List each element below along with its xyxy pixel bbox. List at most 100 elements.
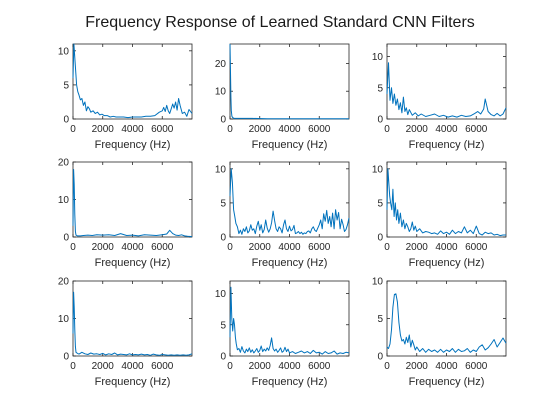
series-line [229,286,350,355]
x-tick-label: 6000 [151,242,174,253]
x-tick-label: 2000 [406,242,429,253]
subplot-4: 0 2000 4000 6000 0 10 20 Frequency (Hz) [58,158,193,269]
axes-frame [72,161,193,238]
x-tick-label: 4000 [278,242,301,253]
y-tick-label: 0 [63,352,69,363]
subplot-1: 0 2000 4000 6000 0 5 10 Frequency (Hz) [58,43,193,151]
x-tick-label: 4000 [121,361,144,372]
axes-frame [229,161,350,238]
axes-frame [229,280,350,357]
y-tick-label: 10 [372,164,384,175]
y-tick-label: 10 [372,52,384,63]
subplot-5: 0 2000 4000 6000 0 5 10 Frequency (Hz) [215,161,350,269]
series-line [229,43,349,120]
x-tick-label: 6000 [465,124,488,135]
y-tick-label: 10 [58,46,70,57]
x-tick-label: 6000 [465,361,488,372]
subplot-8: 0 2000 4000 6000 0 5 10 Frequency (Hz) [215,280,350,388]
y-tick-label: 10 [215,164,227,175]
x-tick-label: 6000 [151,361,174,372]
x-axis-label: Frequency (Hz) [409,257,485,269]
subplot-6: 0 2000 4000 6000 0 5 10 Frequency (Hz) [372,161,507,269]
series-line [386,293,507,353]
y-tick-label: 0 [220,115,226,126]
y-tick-label: 10 [58,195,70,206]
x-tick-label: 4000 [435,361,458,372]
x-tick-label: 2000 [92,124,115,135]
y-tick-label: 10 [58,314,70,325]
x-tick-label: 0 [70,124,76,135]
series-line [386,168,506,237]
x-axis-label: Frequency (Hz) [252,139,328,151]
y-tick-label: 20 [58,277,70,288]
figure-title: Frequency Response of Learned Standard C… [85,14,475,31]
y-tick-label: 0 [377,115,383,126]
y-tick-label: 5 [377,198,383,209]
y-tick-label: 0 [220,233,226,244]
y-tick-label: 10 [215,87,227,98]
y-tick-label: 5 [63,80,69,91]
axes-frame [386,43,507,120]
y-tick-label: 20 [215,59,227,70]
x-tick-label: 0 [227,124,233,135]
subplot-2: 0 2000 4000 6000 0 10 20 Frequency (Hz) [215,43,350,151]
subplot-7: 0 2000 4000 6000 0 10 20 Frequency (Hz) [58,277,193,388]
axes-frame [229,43,350,120]
x-axis-label: Frequency (Hz) [95,257,171,269]
x-tick-label: 4000 [278,124,301,135]
x-tick-label: 0 [384,242,390,253]
series-line [72,291,193,356]
x-axis-label: Frequency (Hz) [95,139,171,151]
x-axis-label: Frequency (Hz) [252,376,328,388]
x-tick-label: 4000 [121,242,144,253]
x-tick-label: 6000 [308,361,331,372]
x-tick-label: 6000 [308,124,331,135]
axes-frame [386,280,507,357]
x-tick-label: 0 [227,242,233,253]
y-tick-label: 0 [377,233,383,244]
y-tick-label: 10 [372,277,384,288]
y-tick-label: 5 [220,320,226,331]
series-line [72,43,193,119]
x-tick-label: 6000 [151,124,174,135]
y-tick-label: 20 [58,158,70,169]
x-tick-label: 2000 [92,242,115,253]
y-tick-label: 0 [220,352,226,363]
y-tick-label: 5 [377,314,383,325]
x-tick-label: 0 [70,242,76,253]
y-tick-label: 0 [63,233,69,244]
y-tick-label: 0 [63,115,69,126]
subplot-9: 0 2000 4000 6000 0 5 10 Frequency (Hz) [372,277,507,388]
x-axis-label: Frequency (Hz) [409,376,485,388]
x-axis-label: Frequency (Hz) [409,139,485,151]
series-line [72,169,193,238]
x-tick-label: 6000 [308,242,331,253]
x-tick-label: 0 [384,361,390,372]
x-tick-label: 4000 [278,361,301,372]
x-tick-label: 0 [70,361,76,372]
series-line [386,62,507,118]
x-tick-label: 0 [384,124,390,135]
y-tick-label: 10 [215,289,227,300]
x-tick-label: 4000 [435,242,458,253]
axes-frame [72,280,193,357]
x-tick-label: 6000 [465,242,488,253]
subplot-3: 0 2000 4000 6000 0 5 10 Frequency (Hz) [372,43,507,151]
x-tick-label: 4000 [435,124,458,135]
x-tick-label: 0 [227,361,233,372]
x-tick-label: 2000 [406,361,429,372]
x-tick-label: 2000 [249,361,272,372]
x-tick-label: 2000 [92,361,115,372]
x-axis-label: Frequency (Hz) [95,376,171,388]
y-tick-label: 0 [377,352,383,363]
x-tick-label: 4000 [121,124,144,135]
x-tick-label: 2000 [249,242,272,253]
y-tick-label: 5 [377,83,383,94]
series-line [229,168,350,235]
x-tick-label: 2000 [406,124,429,135]
x-axis-label: Frequency (Hz) [252,257,328,269]
y-tick-label: 5 [220,198,226,209]
x-tick-label: 2000 [249,124,272,135]
